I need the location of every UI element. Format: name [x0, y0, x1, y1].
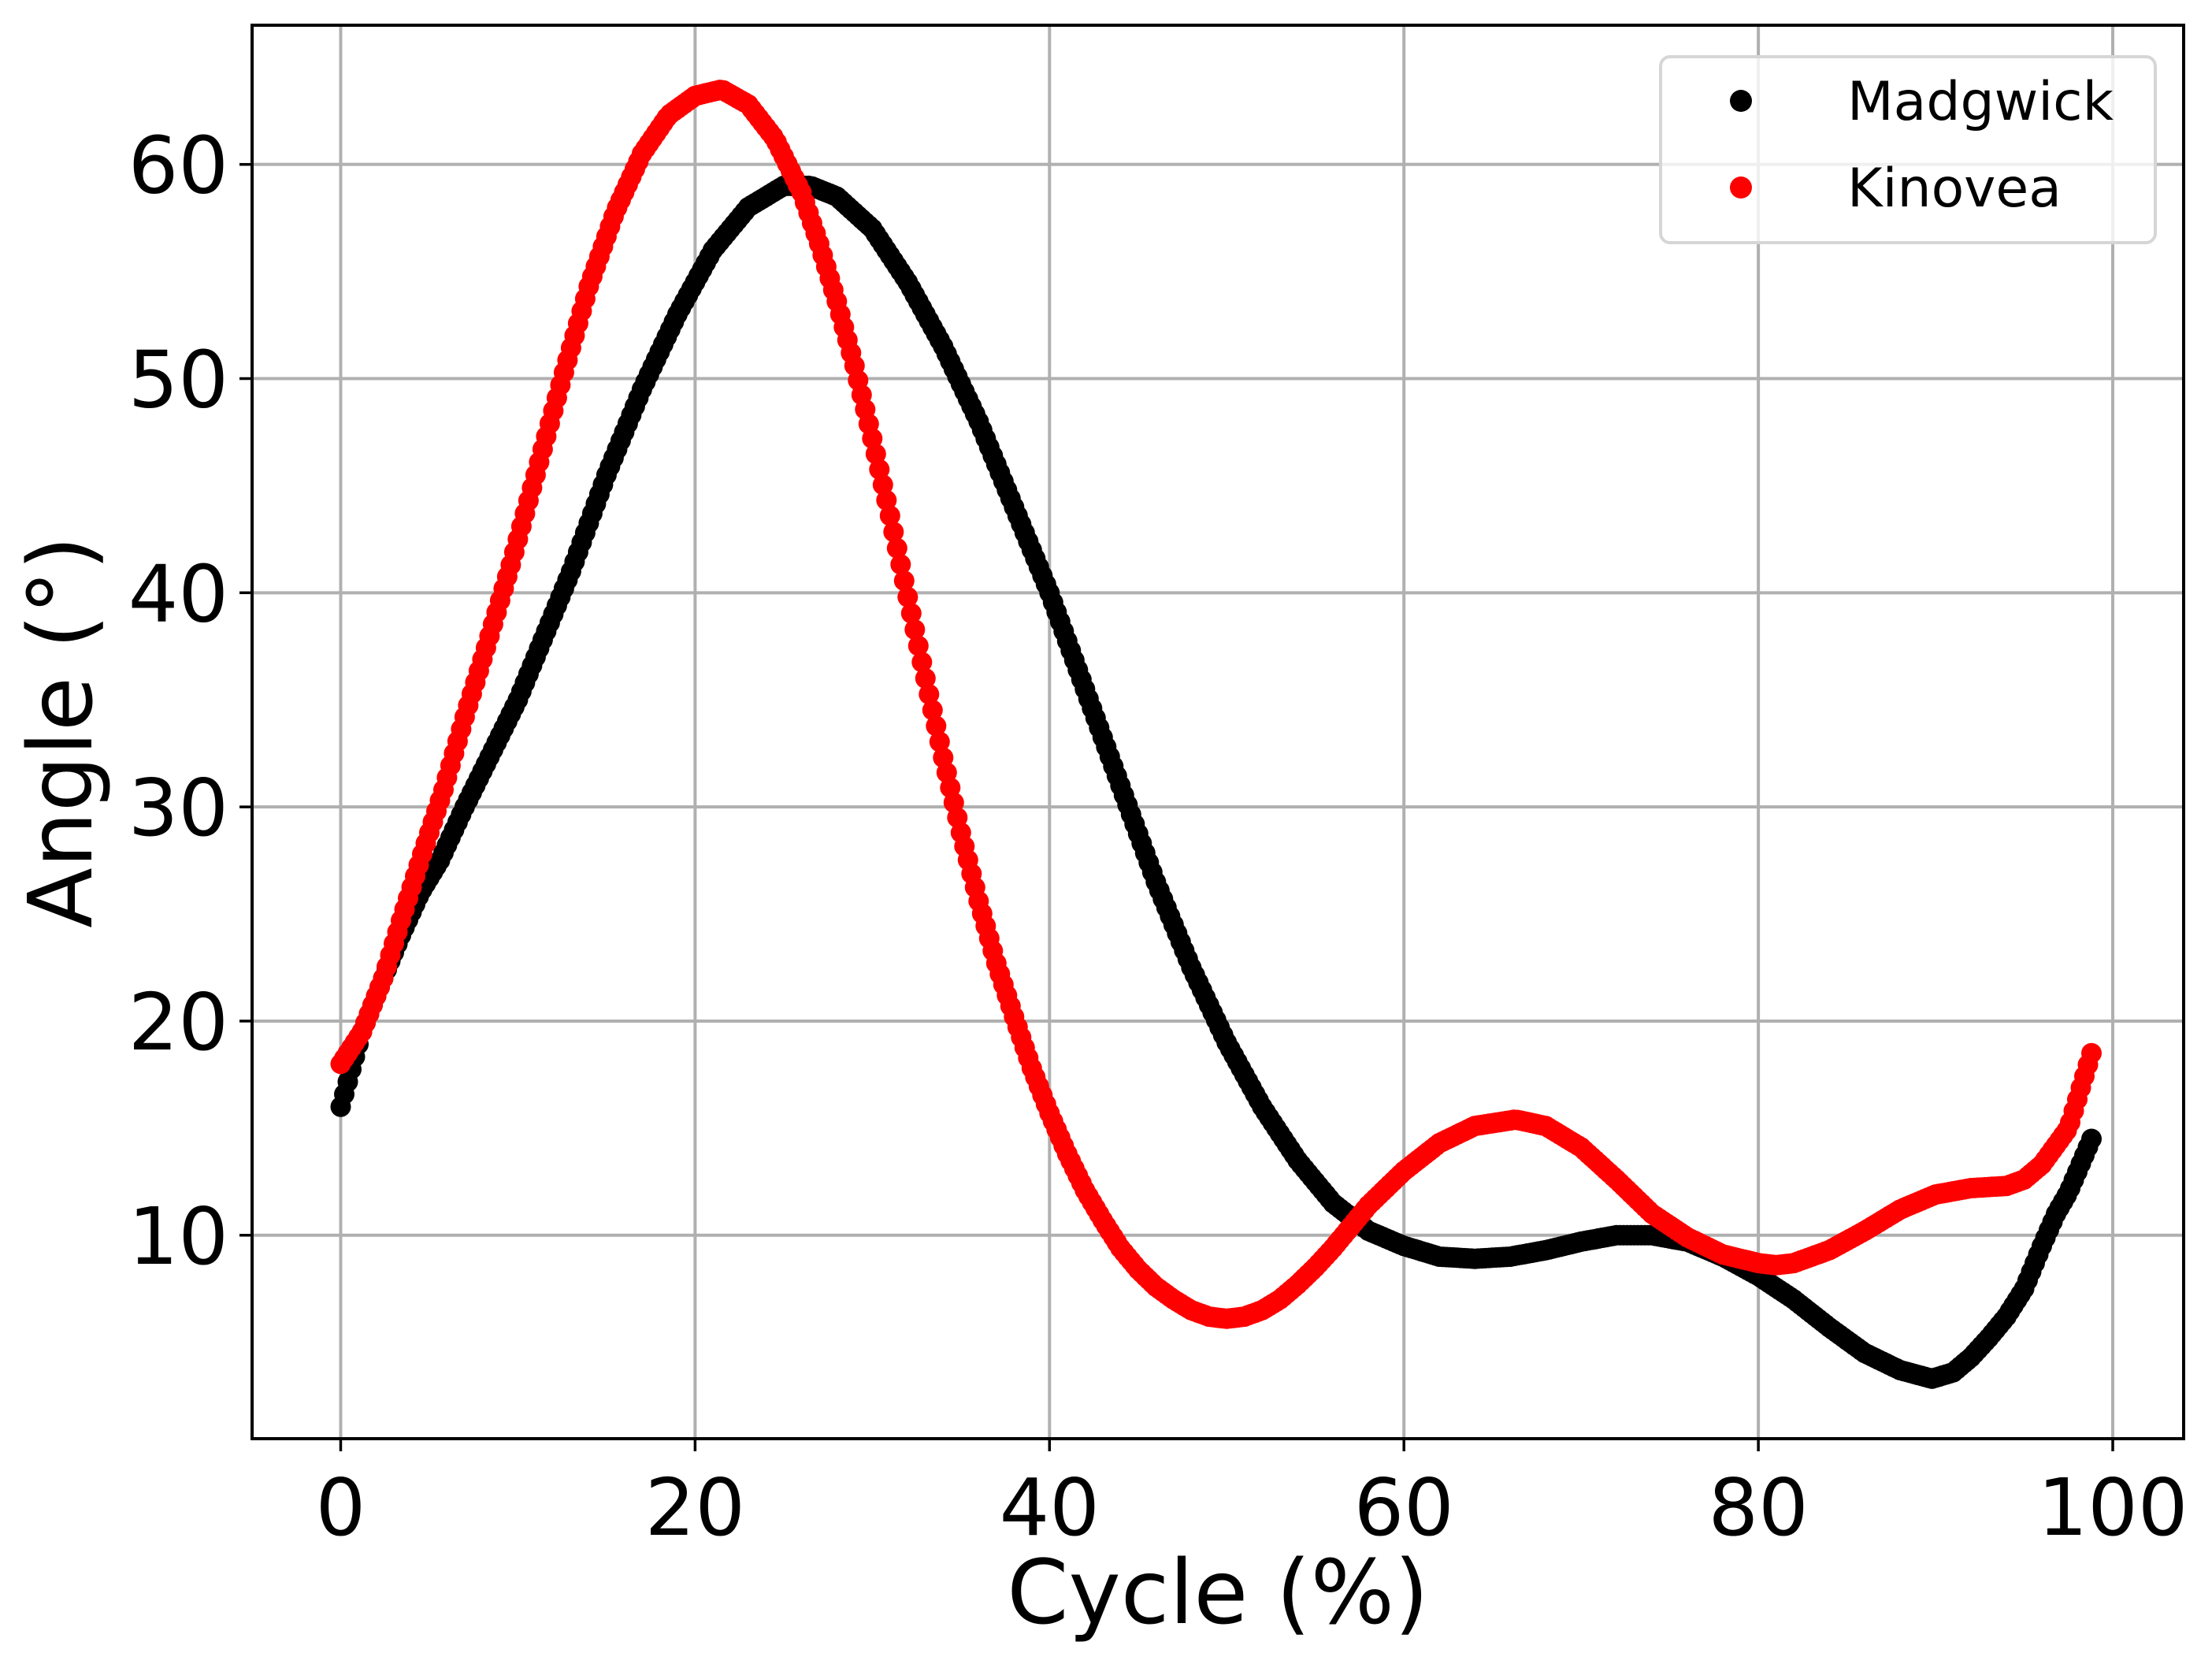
y-tick-label: 10: [128, 1191, 228, 1283]
axis-ticks: 0 20 40 60 80 100 10 20 30 40 50 60: [128, 120, 2188, 1554]
point-kinovea: [919, 684, 940, 705]
point-kinovea: [872, 474, 893, 496]
point-kinovea: [904, 619, 926, 641]
point-kinovea: [879, 505, 900, 526]
legend-label-madgwick: Madgwick: [1847, 71, 2114, 133]
point-kinovea: [869, 459, 890, 480]
point-kinovea: [2081, 1042, 2102, 1064]
point-kinovea: [876, 489, 897, 511]
y-tick-label: 50: [128, 334, 228, 426]
point-kinovea: [926, 715, 947, 737]
x-tick-label: 40: [1000, 1462, 1100, 1554]
x-tick-label: 80: [1708, 1462, 1808, 1554]
x-tick-label: 100: [2038, 1462, 2188, 1554]
point-kinovea: [890, 554, 911, 575]
point-kinovea: [922, 700, 943, 721]
x-tick-label: 0: [316, 1462, 366, 1554]
y-tick-label: 30: [128, 762, 228, 854]
x-tick-label: 60: [1354, 1462, 1454, 1554]
y-tick-label: 20: [128, 976, 228, 1068]
y-tick-label: 60: [128, 120, 228, 212]
series-kinovea: [330, 80, 2102, 1329]
x-axis-title: Cycle (%): [1007, 1542, 1429, 1644]
point-kinovea: [862, 428, 883, 449]
point-kinovea: [911, 652, 933, 673]
point-kinovea: [883, 522, 904, 543]
point-kinovea: [893, 570, 915, 592]
plot-frame: [251, 24, 2185, 1440]
data-series: [330, 80, 2102, 1389]
point-kinovea: [900, 603, 922, 624]
point-kinovea: [907, 635, 929, 656]
y-axis-title: Angle (°): [10, 536, 113, 928]
legend-frame: [1659, 55, 2157, 244]
grid-lines: [252, 25, 2184, 1439]
point-kinovea: [929, 731, 950, 752]
point-kinovea: [915, 668, 936, 689]
legend-marker-kinovea: [1730, 176, 1752, 199]
legend-marker-madgwick: [1730, 90, 1752, 112]
point-kinovea: [865, 444, 886, 465]
legend-label-kinovea: Kinovea: [1847, 158, 2062, 220]
point-kinovea: [897, 586, 919, 607]
point-madgwick: [2081, 1128, 2102, 1150]
legend: Madgwick Kinovea: [1659, 55, 2157, 244]
point-kinovea: [886, 537, 907, 559]
x-tick-label: 20: [645, 1462, 745, 1554]
y-tick-label: 40: [128, 548, 228, 640]
